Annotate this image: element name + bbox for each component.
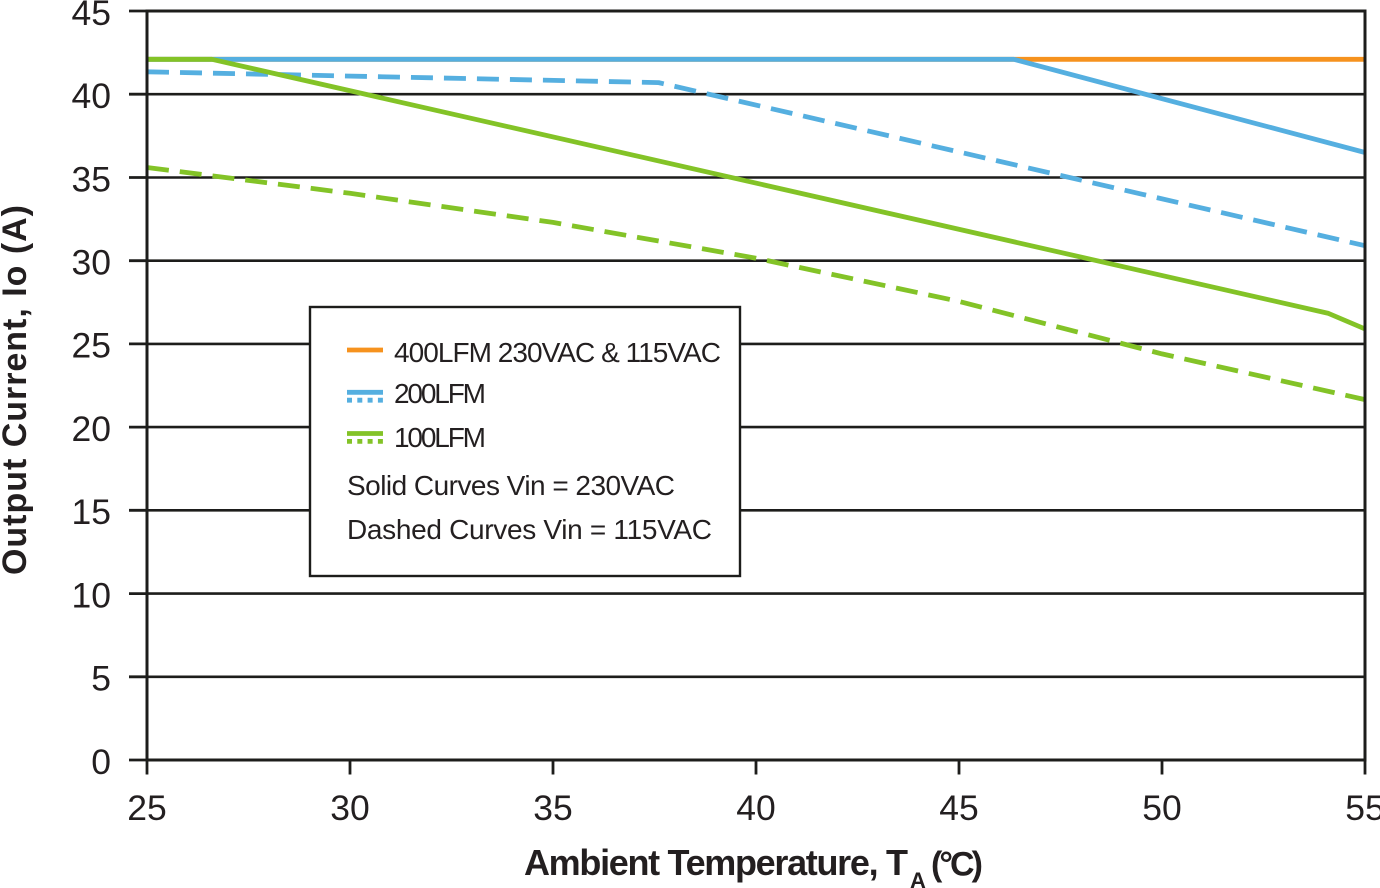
svg-text:10: 10 xyxy=(72,575,112,615)
svg-text:Ambient Temperature, T: Ambient Temperature, T xyxy=(524,842,908,883)
svg-text:35: 35 xyxy=(533,788,573,828)
svg-text:35: 35 xyxy=(72,159,112,199)
svg-text:200LFM: 200LFM xyxy=(394,378,486,409)
svg-text:5: 5 xyxy=(91,659,111,699)
svg-text:40: 40 xyxy=(736,788,776,828)
svg-text:Output Current, Io (A): Output Current, Io (A) xyxy=(0,205,34,575)
svg-text:100LFM: 100LFM xyxy=(394,422,486,453)
svg-text:30: 30 xyxy=(330,788,370,828)
svg-text:20: 20 xyxy=(72,409,112,449)
svg-text:30: 30 xyxy=(72,243,112,283)
svg-text:55: 55 xyxy=(1345,788,1380,828)
svg-text:50: 50 xyxy=(1142,788,1182,828)
svg-text:45: 45 xyxy=(939,788,979,828)
svg-text:A: A xyxy=(910,868,926,888)
svg-text:25: 25 xyxy=(127,788,167,828)
svg-text:Dashed Curves Vin = 115VAC: Dashed Curves Vin = 115VAC xyxy=(347,514,712,545)
svg-text:(°C): (°C) xyxy=(931,846,983,884)
svg-text:Solid Curves Vin = 230VAC: Solid Curves Vin = 230VAC xyxy=(347,470,675,501)
svg-text:25: 25 xyxy=(72,326,112,366)
svg-text:40: 40 xyxy=(72,76,112,116)
svg-text:15: 15 xyxy=(72,492,112,532)
svg-text:45: 45 xyxy=(72,0,112,33)
svg-text:400LFM 230VAC & 115VAC: 400LFM 230VAC & 115VAC xyxy=(394,337,721,368)
svg-text:0: 0 xyxy=(91,742,111,782)
